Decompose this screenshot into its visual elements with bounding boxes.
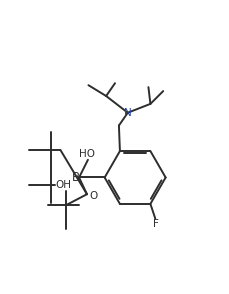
Text: O: O [90,191,98,201]
Text: OH: OH [55,180,71,190]
Text: N: N [124,108,132,118]
Text: HO: HO [79,149,95,159]
Text: F: F [153,219,159,229]
Text: B: B [72,171,80,184]
